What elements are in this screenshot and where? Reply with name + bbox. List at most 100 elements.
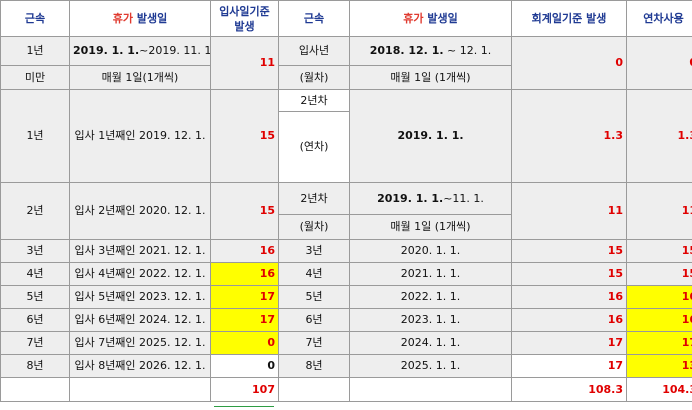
cell-fiscal-value[interactable]: 17 (511, 331, 627, 355)
cell-date-a[interactable]: 입사 3년째인 2021. 12. 1. (69, 239, 211, 263)
cell-date-b[interactable]: 2022. 1. 1. (349, 285, 512, 309)
cell-tenure-b[interactable]: 8년 (278, 354, 350, 378)
cell-tenure-b[interactable]: (월차) (278, 65, 350, 90)
cell-tenure-b[interactable]: 5년 (278, 285, 350, 309)
total-use[interactable]: 104.3 (626, 377, 692, 402)
cell-date-b[interactable]: 2019. 1. 1. (349, 89, 512, 183)
cell-hire-value[interactable]: 16 (210, 262, 279, 286)
table-row: 8년 입사 8년째인 2026. 12. 1. 0 8년 2025. 1. 1.… (0, 354, 692, 378)
cell-date-a[interactable]: 입사 8년째인 2026. 12. 1. (69, 354, 211, 378)
cell-fiscal-value[interactable]: 0 (511, 36, 627, 90)
cell-date-a[interactable]: 입사 6년째인 2024. 12. 1. (69, 308, 211, 332)
cell-use-value[interactable]: 11 (626, 182, 692, 240)
table-row: 1년 2019. 1. 1.~2019. 11. 1. 11 입사년 2018.… (0, 36, 692, 90)
cell-tenure-b[interactable]: 2년차 (278, 182, 350, 215)
cell-empty[interactable] (0, 377, 70, 402)
cell-date-a[interactable]: 입사 5년째인 2023. 12. 1. (69, 285, 211, 309)
cell-tenure-b[interactable]: (연차) (278, 111, 350, 183)
header-tenure-b[interactable]: 근속 (278, 0, 350, 37)
header-accent-b: 휴가 (403, 11, 424, 25)
total-fiscal[interactable]: 108.3 (511, 377, 627, 402)
cell-tenure-a[interactable]: 1년 (0, 89, 70, 183)
header-rest-a: 발생일 (133, 11, 168, 25)
cell-date-b[interactable]: 2023. 1. 1. (349, 308, 512, 332)
cell-fiscal-value[interactable]: 1.3 (511, 89, 627, 183)
cell-tenure-a[interactable]: 8년 (0, 354, 70, 378)
table-row: 4년 입사 4년째인 2022. 12. 1. 16 4년 2021. 1. 1… (0, 262, 692, 286)
date-rest: ~2019. 11. 1. (139, 44, 211, 57)
date-bold: 2019. 1. 1. (73, 44, 140, 57)
cell-fiscal-value[interactable]: 16 (511, 285, 627, 309)
cell-tenure-b[interactable]: 3년 (278, 239, 350, 263)
cell-tenure-b[interactable]: 6년 (278, 308, 350, 332)
cell-tenure-a[interactable]: 2년 (0, 182, 70, 240)
cell-tenure-b[interactable]: 2년차 (278, 89, 350, 112)
cell-use-value[interactable]: 15 (626, 262, 692, 286)
cell-date-a[interactable]: 2019. 1. 1.~2019. 11. 1. (69, 36, 211, 66)
cell-use-value[interactable]: 13 (626, 354, 692, 378)
cell-use-value[interactable]: 16 (626, 285, 692, 309)
header-rest-b: 발생일 (423, 11, 458, 25)
cell-tenure-a[interactable]: 미만 (0, 65, 70, 90)
cell-tenure-a[interactable]: 3년 (0, 239, 70, 263)
cell-empty[interactable] (278, 377, 350, 402)
cell-hire-value[interactable]: 16 (210, 239, 279, 263)
cell-date-a[interactable]: 입사 7년째인 2025. 12. 1. (69, 331, 211, 355)
cell-tenure-b[interactable]: 입사년 (278, 36, 350, 66)
cell-fiscal-value[interactable]: 15 (511, 262, 627, 286)
cell-tenure-b[interactable]: (월차) (278, 214, 350, 240)
cell-hire-value[interactable]: 15 (210, 89, 279, 183)
table-row: (연차) (1, 111, 692, 183)
cell-date-b[interactable]: 매월 1일 (1개씩) (349, 65, 512, 90)
cell-date-a[interactable]: 입사 1년째인 2019. 12. 1. (69, 89, 211, 183)
cell-use-value[interactable]: 0 (626, 36, 692, 90)
date-bold: 2018. 12. 1. (369, 44, 444, 57)
cell-hire-value[interactable]: 0 (210, 331, 279, 355)
cell-tenure-a[interactable]: 6년 (0, 308, 70, 332)
cell-date-a[interactable]: 입사 4년째인 2022. 12. 1. (69, 262, 211, 286)
table-row: 미만 매월 1일(1개씩) (월차) 매월 1일 (1개씩) (0, 65, 692, 90)
cell-date-a[interactable]: 입사 2년째인 2020. 12. 1. (69, 182, 211, 240)
header-hire-basis[interactable]: 입사일기준 발생 (210, 0, 279, 37)
cell-date-b[interactable]: 2025. 1. 1. (349, 354, 512, 378)
cell-hire-value[interactable]: 15 (210, 182, 279, 240)
cell-fiscal-value[interactable]: 16 (511, 308, 627, 332)
header-row: 근속 휴가 발생일 입사일기준 발생 근속 휴가 발생일 회계일기준 발생 연차… (0, 0, 692, 37)
table-row: 6년 입사 6년째인 2024. 12. 1. 17 6년 2023. 1. 1… (0, 308, 692, 332)
totals-row: 107 108.3 104.3 (0, 377, 692, 402)
cell-empty[interactable] (349, 377, 512, 402)
cell-tenure-a[interactable]: 4년 (0, 262, 70, 286)
cell-date-b[interactable]: 2024. 1. 1. (349, 331, 512, 355)
cell-empty[interactable] (69, 377, 211, 402)
header-fiscal-basis[interactable]: 회계일기준 발생 (511, 0, 627, 37)
cell-hire-value[interactable]: 17 (210, 285, 279, 309)
cell-tenure-b[interactable]: 4년 (278, 262, 350, 286)
header-use[interactable]: 연차사용 (626, 0, 692, 37)
total-hire[interactable]: 107 (210, 377, 279, 402)
cell-tenure-a[interactable]: 7년 (0, 331, 70, 355)
cell-use-value[interactable]: 16 (626, 308, 692, 332)
cell-hire-value[interactable]: 17 (210, 308, 279, 332)
cell-use-value[interactable]: 1.3 (626, 89, 692, 183)
cell-date-b[interactable]: 2018. 12. 1. ~ 12. 1. (349, 36, 512, 66)
header-date-b[interactable]: 휴가 발생일 (349, 0, 512, 37)
cell-date-b[interactable]: 매월 1일 (1개씩) (349, 214, 512, 240)
cell-tenure-a[interactable]: 5년 (0, 285, 70, 309)
cell-use-value[interactable]: 15 (626, 239, 692, 263)
cell-fiscal-value[interactable]: 17 (511, 354, 627, 378)
cell-hire-value[interactable]: 0 (210, 354, 279, 378)
header-tenure-a[interactable]: 근속 (0, 0, 70, 37)
cell-hire-value[interactable]: 11 (210, 36, 279, 90)
cell-date-b[interactable]: 2020. 1. 1. (349, 239, 512, 263)
cell-date-a[interactable]: 매월 1일(1개씩) (69, 65, 211, 90)
cell-date-b[interactable]: 2019. 1. 1.~11. 1. (349, 182, 512, 215)
cell-use-value[interactable]: 17 (626, 331, 692, 355)
cell-tenure-b[interactable]: 7년 (278, 331, 350, 355)
cell-date-b[interactable]: 2021. 1. 1. (349, 262, 512, 286)
cell-tenure-a[interactable]: 1년 (0, 36, 70, 66)
cell-fiscal-value[interactable]: 11 (511, 182, 627, 240)
cell-fiscal-value[interactable]: 15 (511, 239, 627, 263)
table-row: 2년 입사 2년째인 2020. 12. 1. 15 2년차 2019. 1. … (0, 182, 692, 240)
header-date-a[interactable]: 휴가 발생일 (69, 0, 211, 37)
